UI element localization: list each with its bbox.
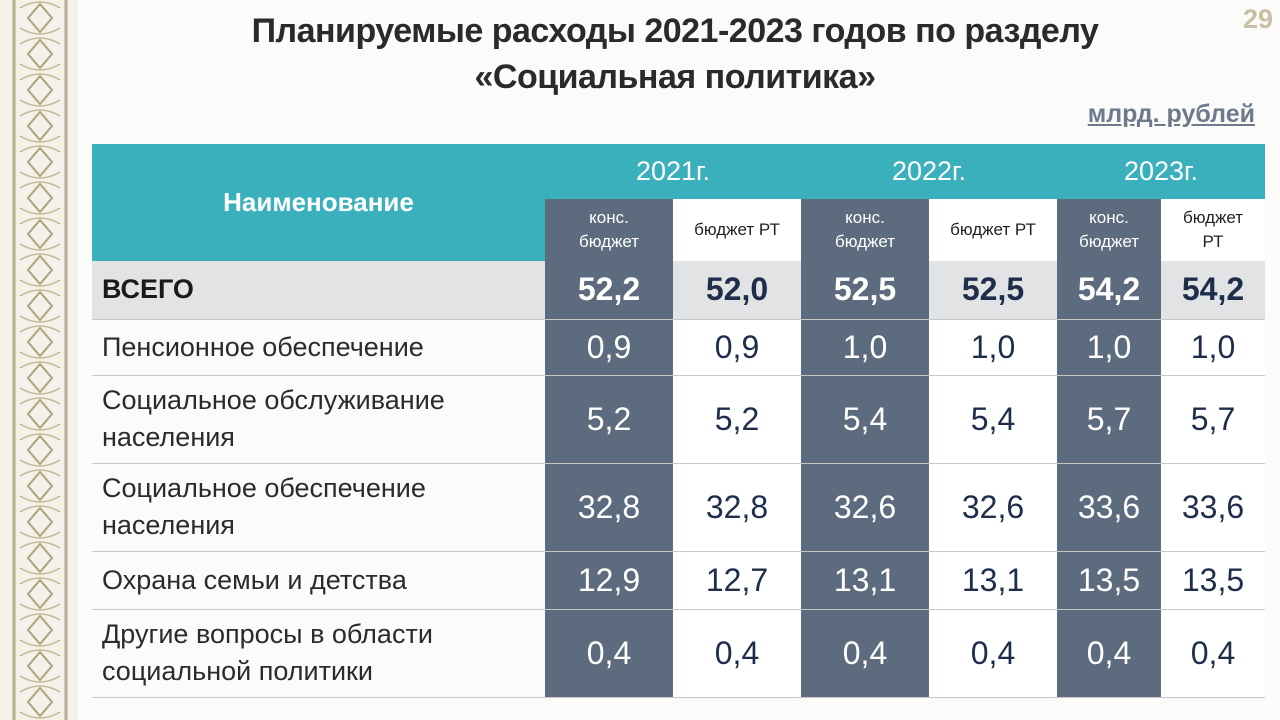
sub-header-text: конс.	[1089, 208, 1129, 227]
row-label: Охрана семьи и детства	[92, 550, 545, 609]
value-cell: 32,8	[673, 462, 801, 551]
value-cell: 12,7	[673, 550, 801, 609]
row-label-line: Социальное обеспечение	[102, 473, 426, 503]
table-row: Пенсионное обеспечение 0,9 0,9 1,0 1,0 1…	[92, 318, 1265, 375]
year-header-2023: 2023г.	[1057, 144, 1265, 199]
sub-header-cons-2021: конс. бюджет	[545, 199, 673, 261]
sub-header-rt-2022: бюджет РТ	[929, 199, 1057, 261]
value-cell: 52,5	[929, 261, 1057, 319]
value-cell: 1,0	[1057, 318, 1161, 375]
sub-header-cons-2023: конс. бюджет	[1057, 199, 1161, 261]
value-cell: 0,4	[801, 608, 929, 698]
table-row: Другие вопросы в области социальной поли…	[92, 608, 1265, 698]
name-column-header: Наименование	[92, 144, 545, 261]
sub-header-text: конс.	[845, 208, 885, 227]
sub-header-row: конс. бюджет бюджет РТ конс. бюджет бюдж…	[92, 199, 1265, 261]
page-number: 29	[1242, 4, 1273, 34]
value-cell: 0,4	[673, 608, 801, 698]
value-cell: 5,4	[929, 374, 1057, 463]
sub-header-rt-2021: бюджет РТ	[673, 199, 801, 261]
value-cell: 1,0	[1161, 318, 1265, 375]
value-cell: 0,4	[545, 608, 673, 698]
value-cell: 52,5	[801, 261, 929, 319]
title-line-1: Планируемые расходы 2021-2023 годов по р…	[251, 12, 1099, 50]
value-cell: 32,6	[801, 462, 929, 551]
slide-title: Планируемые расходы 2021-2023 годов по р…	[150, 8, 1200, 100]
row-label-line: населения	[102, 510, 235, 540]
value-cell: 0,4	[1161, 608, 1265, 698]
value-cell: 32,8	[545, 462, 673, 551]
sub-header-text: бюджет РТ	[950, 220, 1036, 239]
row-label: Пенсионное обеспечение	[92, 318, 545, 375]
row-label-line: населения	[102, 422, 235, 452]
table-row: Социальное обеспечение населения 32,8 32…	[92, 462, 1265, 551]
units-label: млрд. рублей	[1087, 100, 1255, 128]
sub-header-text: РТ	[1202, 232, 1224, 251]
value-cell: 12,9	[545, 550, 673, 609]
table-row-total: ВСЕГО 52,2 52,0 52,5 52,5 54,2 54,2	[92, 261, 1265, 319]
value-cell: 54,2	[1161, 261, 1265, 319]
budget-table: Наименование 2021г. 2022г. 2023г. конс. …	[92, 144, 1265, 698]
value-cell: 13,1	[801, 550, 929, 609]
row-label: ВСЕГО	[92, 261, 545, 319]
sub-header-text: бюджет	[1182, 208, 1244, 227]
row-label-line: Другие вопросы в области	[102, 619, 433, 649]
value-cell: 0,9	[673, 318, 801, 375]
value-cell: 5,2	[673, 374, 801, 463]
table-row: Социальное обслуживание населения 5,2 5,…	[92, 374, 1265, 463]
value-cell: 52,0	[673, 261, 801, 319]
value-cell: 1,0	[929, 318, 1057, 375]
table-row: Охрана семьи и детства 12,9 12,7 13,1 13…	[92, 550, 1265, 609]
row-label: Другие вопросы в области социальной поли…	[92, 608, 545, 698]
value-cell: 13,5	[1161, 550, 1265, 609]
value-cell: 5,2	[545, 374, 673, 463]
row-label: Социальное обслуживание населения	[92, 374, 545, 463]
value-cell: 1,0	[801, 318, 929, 375]
sub-header-text: бюджет РТ	[694, 220, 780, 239]
value-cell: 5,7	[1057, 374, 1161, 463]
value-cell: 52,2	[545, 261, 673, 319]
row-label-line: социальной политики	[102, 656, 373, 686]
value-cell: 0,4	[1057, 608, 1161, 698]
sub-header-rt-2023: бюджет РТ	[1161, 199, 1265, 261]
row-label: Социальное обеспечение населения	[92, 462, 545, 551]
row-label-line: Социальное обслуживание	[102, 385, 445, 415]
value-cell: 0,9	[545, 318, 673, 375]
value-cell: 54,2	[1057, 261, 1161, 319]
value-cell: 13,5	[1057, 550, 1161, 609]
value-cell: 32,6	[929, 462, 1057, 551]
value-cell: 5,7	[1161, 374, 1265, 463]
sub-header-cons-2022: конс. бюджет	[801, 199, 929, 261]
sub-header-text: бюджет	[834, 232, 896, 251]
ornament-border	[0, 0, 78, 720]
value-cell: 33,6	[1161, 462, 1265, 551]
title-line-2: «Социальная политика»	[474, 58, 876, 96]
year-header-2022: 2022г.	[801, 144, 1057, 199]
value-cell: 0,4	[929, 608, 1057, 698]
value-cell: 13,1	[929, 550, 1057, 609]
sub-header-text: бюджет	[1078, 232, 1140, 251]
year-header-2021: 2021г.	[545, 144, 801, 199]
sub-header-text: конс.	[589, 208, 629, 227]
value-cell: 5,4	[801, 374, 929, 463]
sub-header-text: бюджет	[578, 232, 640, 251]
value-cell: 33,6	[1057, 462, 1161, 551]
